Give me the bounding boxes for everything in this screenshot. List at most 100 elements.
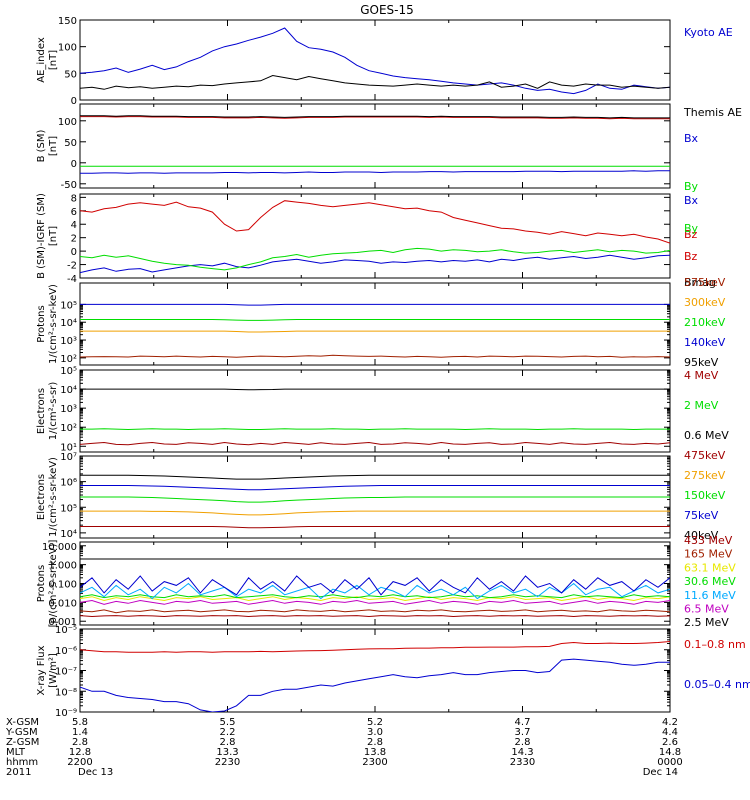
x-axis-value: 4.4	[662, 727, 678, 738]
series-line-bmag	[80, 115, 670, 119]
y-tick-label: -2	[67, 261, 77, 272]
y-tick-label: 10⁴	[60, 529, 77, 540]
x-axis-value: 3.7	[515, 727, 531, 738]
panel-frame	[79, 369, 671, 453]
panel-frame	[79, 541, 671, 626]
series-line-433-mev	[80, 615, 670, 618]
y-axis-label: B (SM)	[36, 129, 47, 162]
y-axis-label: Protons	[36, 565, 47, 602]
plot-title: GOES-15	[360, 3, 414, 17]
series-line-bz	[80, 200, 670, 244]
y-axis-label: 1/(cm²-s-sr-keV)	[48, 284, 59, 364]
x-axis-value: 14.8	[659, 747, 681, 758]
legend-entry: 0.1–0.8 nm	[684, 638, 746, 651]
legend-entry: Bx	[684, 194, 699, 207]
y-tick-label: 10¹	[60, 442, 77, 453]
x-axis-value: 2.8	[367, 737, 383, 748]
panel-frame	[79, 282, 671, 366]
legend-entry: 140keV	[684, 336, 726, 349]
x-row-label: Y-GSM	[5, 727, 38, 738]
y-tick-label: 10²	[60, 354, 77, 365]
y-tick-label: 10⁵	[60, 503, 77, 514]
panel-xray: 10⁻⁹ 10⁻⁸ 10⁻⁷ 10⁻⁶ 10⁻⁵ X-ray Flux [W/m²] 0.1–…	[36, 625, 750, 719]
x-axis-value: 12.8	[69, 747, 91, 758]
series-line-275kev	[80, 510, 670, 516]
legend-entry: 575keV	[684, 276, 726, 289]
y-tick-label: 10.000	[42, 542, 77, 553]
legend-entry: 433 MeV	[684, 534, 733, 547]
series-line-0-05-0-4-nm	[80, 658, 670, 712]
legend-entry: Bz	[684, 250, 698, 263]
legend-entry: 40keV	[684, 529, 719, 542]
panel-electron_keV: 10⁴ 10⁵ 10⁶ 10⁷ Electrons 1/(cm²-s-sr-keV) 475…	[36, 449, 726, 542]
x-axis-value: 13.3	[216, 747, 238, 758]
y-tick-label: 0	[71, 96, 77, 107]
x-axis-value: 0000	[657, 757, 682, 768]
y-tick-label: -4	[67, 274, 77, 285]
legend-entry: 300keV	[684, 296, 726, 309]
series-line-575kev	[80, 354, 670, 358]
x-axis-value: 2300	[362, 757, 387, 768]
y-tick-label: 10²	[60, 423, 77, 434]
series-line-165-mev	[80, 609, 670, 614]
x-axis-value: Dec 14	[643, 767, 678, 778]
y-tick-label: 50	[64, 69, 77, 80]
series-line-bx	[80, 170, 670, 174]
y-axis-label: [nT]	[48, 226, 59, 246]
x-axis-value: 3.0	[367, 727, 383, 738]
series-line-bx	[80, 254, 670, 274]
legend-entry: 63.1 MeV	[684, 561, 736, 574]
y-tick-label: -50	[61, 180, 77, 191]
x-axis-value: 2200	[67, 757, 92, 768]
y-tick-label: 4	[71, 220, 77, 231]
y-axis-label: [p/(cm²-s-sr-keV)]	[48, 540, 59, 628]
legend-entry: Themis AE	[683, 106, 742, 119]
y-tick-label: 10⁴	[60, 385, 77, 396]
y-tick-label: 10⁵	[60, 366, 77, 377]
y-tick-label: 2	[71, 234, 77, 245]
x-axis-value: 2330	[510, 757, 535, 768]
x-axis-annotations: X-GSMY-GSMZ-GSMMLThhmm20115.81.42.812.82…	[5, 717, 683, 778]
legend-entry: Kyoto AE	[684, 26, 733, 39]
y-axis-label: 1/(cm²-s-sr)	[48, 382, 59, 441]
y-axis-label: Electrons	[36, 388, 47, 434]
series-line-30-6-mev	[80, 594, 670, 599]
y-axis-label: 1/(cm²-s-sr-keV)	[48, 457, 59, 537]
x-axis-value: 4.7	[515, 717, 531, 728]
series-line-75kev	[80, 485, 670, 491]
x-row-label: X-GSM	[6, 717, 39, 728]
x-axis-value: 2.2	[220, 727, 236, 738]
series-line-475kev	[80, 526, 670, 529]
y-tick-label: 6	[71, 207, 77, 218]
legend-entry: 4 MeV	[684, 369, 719, 382]
x-axis-value: 13.8	[364, 747, 386, 758]
y-axis-label: [nT]	[48, 50, 59, 70]
y-tick-label: 100	[58, 117, 77, 128]
x-axis-value: 4.2	[662, 717, 678, 728]
legend-entry: 30.6 MeV	[684, 575, 736, 588]
panel-proton_MeV: 0.001 0.010 0.100 1.000 10.000 Protons [p/(cm²…	[36, 534, 736, 629]
series-line-11-6-mev	[80, 582, 670, 600]
y-tick-label: 10⁷	[60, 452, 77, 463]
y-axis-label: X-ray Flux	[36, 645, 47, 695]
legend-entry: 11.6 MeV	[684, 589, 736, 602]
series-line-bz	[80, 116, 670, 120]
y-tick-label: 0	[71, 159, 77, 170]
legend-entry: Bz	[684, 228, 698, 241]
legend-entry: 2.5 MeV	[684, 616, 729, 629]
legend-entry: 165 MeV	[684, 548, 733, 561]
x-axis-value: 5.8	[72, 717, 88, 728]
legend-entry: Bmag	[684, 276, 716, 289]
y-tick-label: 0.001	[48, 617, 77, 628]
legend-entry: 2 MeV	[684, 399, 719, 412]
x-axis-value: 5.2	[367, 717, 383, 728]
x-row-label: 2011	[6, 767, 31, 778]
legend-entry: 475keV	[684, 449, 726, 462]
series-line-0-6-mev	[80, 388, 670, 391]
y-tick-label: 50	[64, 138, 77, 149]
y-axis-label: AE_index	[36, 37, 47, 83]
y-tick-label: 150	[58, 16, 77, 27]
legend-entry: 275keV	[684, 469, 726, 482]
x-axis-value: 14.3	[511, 747, 533, 758]
